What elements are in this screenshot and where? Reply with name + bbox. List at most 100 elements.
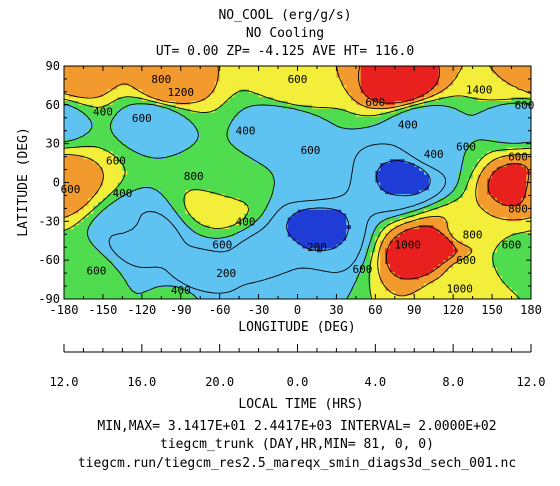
map-cell <box>312 66 318 71</box>
map-cell <box>263 120 269 125</box>
map-cell <box>185 93 192 98</box>
map-cell <box>287 213 294 219</box>
map-cell <box>409 178 415 184</box>
map-cell <box>273 260 279 265</box>
map-cell <box>278 93 284 98</box>
map-cell <box>68 97 75 102</box>
map-cell <box>171 205 177 211</box>
map-cell <box>132 174 138 180</box>
map-cell <box>273 93 279 98</box>
map-cell <box>492 198 498 203</box>
map-cell <box>477 166 483 172</box>
map-cell <box>68 77 75 83</box>
map-cell <box>263 256 269 261</box>
map-cell <box>438 93 445 98</box>
map-cell <box>136 159 143 164</box>
map-cell <box>243 108 250 114</box>
map-cell <box>321 236 328 242</box>
map-cell <box>83 143 89 149</box>
map-cell <box>278 252 284 257</box>
map-cell <box>102 232 109 238</box>
map-cell <box>375 139 381 145</box>
map-cell <box>239 139 245 145</box>
map-cell <box>516 81 522 87</box>
map-cell <box>307 236 313 242</box>
map-cell <box>88 73 94 79</box>
map-cell <box>68 112 75 118</box>
map-cell <box>380 159 386 164</box>
map-cell <box>248 186 255 191</box>
map-cell <box>433 139 440 145</box>
map-cell <box>83 128 89 133</box>
map-cell <box>414 260 420 265</box>
map-cell <box>331 159 338 164</box>
map-cell <box>229 132 235 137</box>
map-cell <box>453 240 459 246</box>
map-cell <box>78 186 85 191</box>
map-cell <box>239 104 245 110</box>
map-cell <box>171 77 177 83</box>
map-cell <box>132 132 138 137</box>
map-cell <box>234 135 240 141</box>
map-cell <box>316 139 323 145</box>
map-cell <box>185 166 192 172</box>
map-cell <box>312 89 318 94</box>
map-cell <box>326 205 333 211</box>
map-cell <box>389 135 396 141</box>
map-cell <box>229 264 235 269</box>
map-cell <box>526 147 531 153</box>
map-cell <box>462 73 469 79</box>
map-cell <box>205 89 211 94</box>
map-cell <box>521 120 527 125</box>
map-cell <box>248 217 255 222</box>
map-cell <box>419 186 425 191</box>
map-cell <box>492 174 498 180</box>
map-cell <box>136 69 143 75</box>
map-cell <box>209 139 216 145</box>
map-cell <box>336 178 342 184</box>
map-cell <box>88 225 94 230</box>
map-cell <box>175 120 182 125</box>
map-cell <box>205 69 211 75</box>
map-cell <box>511 69 517 75</box>
map-cell <box>307 108 313 114</box>
map-cell <box>127 151 133 156</box>
map-cell <box>78 248 85 253</box>
map-cell <box>511 155 517 160</box>
map-cell <box>443 159 449 164</box>
map-cell <box>506 170 513 176</box>
map-cell <box>263 159 269 164</box>
map-cell <box>122 217 128 222</box>
map-cell <box>146 205 153 211</box>
map-cell <box>127 174 133 180</box>
map-cell <box>438 201 445 207</box>
map-cell <box>253 100 260 106</box>
map-cell <box>307 221 313 226</box>
map-cell <box>161 128 167 133</box>
map-cell <box>346 178 352 184</box>
map-cell <box>112 120 119 125</box>
map-cell <box>195 147 201 153</box>
map-cell <box>273 100 279 106</box>
map-cell <box>351 174 357 180</box>
map-cell <box>229 240 235 246</box>
map-cell <box>234 77 240 83</box>
map-cell <box>263 170 269 176</box>
map-cell <box>399 217 406 222</box>
map-cell <box>326 194 333 199</box>
map-cell <box>127 240 133 246</box>
map-cell <box>326 225 333 230</box>
map-cell <box>375 182 381 187</box>
map-cell <box>205 182 211 187</box>
map-cell <box>482 151 488 156</box>
map-cell <box>487 128 493 133</box>
map-cell <box>302 112 308 118</box>
map-cell <box>302 108 308 114</box>
map-cell <box>166 77 172 83</box>
map-cell <box>190 252 196 257</box>
map-cell <box>112 151 119 156</box>
map-cell <box>234 163 240 168</box>
map-cell <box>161 256 167 261</box>
map-cell <box>127 112 133 118</box>
map-cell <box>453 166 459 172</box>
